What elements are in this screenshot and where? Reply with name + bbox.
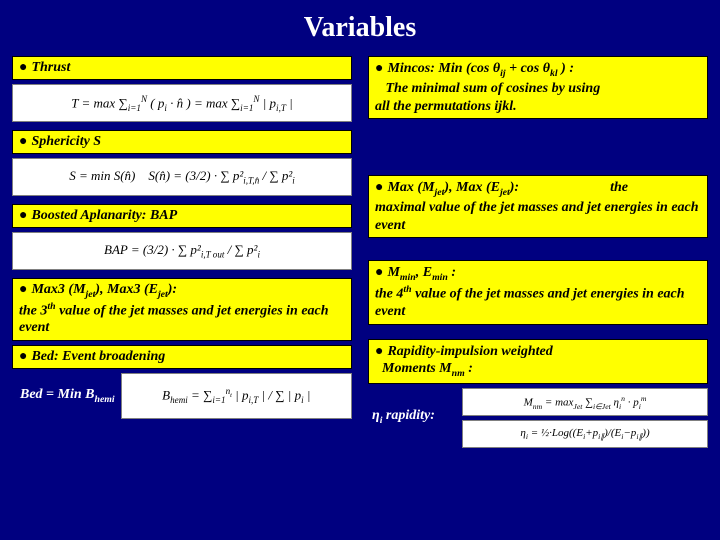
bedmin-label: Bed = Min B bbox=[20, 387, 95, 402]
bap-label: Boosted Aplanarity: BAP bbox=[31, 208, 177, 223]
max3-desc2: value of the jet masses and jet energies… bbox=[19, 303, 329, 335]
rapidity-eta-text: ηi rapidity: bbox=[368, 388, 458, 426]
eta-symbol: η bbox=[372, 408, 380, 423]
max3-jet1: jet bbox=[86, 289, 96, 300]
rapidity-l1: Rapidity-impulsion weighted bbox=[387, 344, 552, 359]
bed-hemi: hemi bbox=[95, 394, 115, 405]
theta2: θ bbox=[543, 61, 550, 76]
rapidity-l3: : bbox=[465, 361, 473, 376]
rapidity-formulas: Mnm = maxJet ∑i∈Jet ηin · pim ηi = ½·Log… bbox=[462, 388, 708, 448]
rapidity-nm: nm bbox=[452, 368, 465, 379]
bap-formula: BAP = (3/2) · ∑ p²i,T out / ∑ p²i bbox=[12, 232, 352, 270]
mmin-desc1: the 4 bbox=[375, 287, 403, 302]
max3-block: Max3 (Mjet), Max3 (Ejet): the 3th value … bbox=[12, 278, 352, 341]
max3-l1: Max3 (M bbox=[31, 282, 85, 297]
bed-row: Bed = Min Bhemi Bhemi = ∑i=1nt | pi,T | … bbox=[12, 373, 352, 419]
maxjet-jet2: jet bbox=[500, 187, 510, 198]
mincos-kl: kl bbox=[550, 68, 558, 79]
max3-l2: ), Max3 (E bbox=[95, 282, 158, 297]
thrust-block: Thrust bbox=[12, 56, 352, 80]
right-column: Mincos: Min (cos θij + cos θkl ) : The m… bbox=[368, 56, 708, 448]
mmin-desc2: value of the jet masses and jet energies… bbox=[375, 287, 685, 320]
mmin-pre: M bbox=[387, 265, 399, 280]
maxjet-mid: ), Max (E bbox=[444, 180, 500, 195]
sphericity-label: Sphericity S bbox=[31, 134, 101, 149]
left-column: Thrust T = max ∑i=1N ( pi · n̂ ) = max ∑… bbox=[12, 56, 352, 419]
maxjet-jet1: jet bbox=[435, 187, 445, 198]
maxjet-sp bbox=[523, 180, 611, 195]
max3-desc1: the 3 bbox=[19, 303, 47, 318]
bed-block: Bed: Event broadening bbox=[12, 345, 352, 369]
mmin-colon: : bbox=[448, 265, 456, 280]
sphericity-formula: S = min S(n̂) S(n̂) = (3/2) · ∑ p²i,T,n̂… bbox=[12, 158, 352, 196]
rapidity-block: Rapidity-impulsion weighted Moments Mnm … bbox=[368, 339, 708, 385]
maxjet-desc: maximal value of the jet masses and jet … bbox=[375, 200, 699, 233]
bap-block: Boosted Aplanarity: BAP bbox=[12, 204, 352, 228]
mincos-post: ) : bbox=[558, 61, 574, 76]
bed-label: Bed: Event broadening bbox=[31, 349, 165, 364]
max3-th: th bbox=[47, 301, 55, 312]
maxjet-post: ): bbox=[510, 180, 519, 195]
rapidity-l2: Moments M bbox=[382, 361, 452, 376]
maxjet-the: the bbox=[610, 180, 628, 195]
mincos-pre: Mincos: Min (cos bbox=[387, 61, 492, 76]
mmin-min2: min bbox=[432, 272, 448, 283]
mmin-min1: min bbox=[400, 272, 416, 283]
mincos-block: Mincos: Min (cos θij + cos θkl ) : The m… bbox=[368, 56, 708, 119]
page-title: Variables bbox=[0, 0, 720, 44]
mincos-desc2: all the permutations ijkl. bbox=[375, 99, 517, 114]
mincos-mid: + cos bbox=[506, 61, 543, 76]
max3-l3: ): bbox=[168, 282, 177, 297]
mmin-comma: , E bbox=[416, 265, 432, 280]
rapidity-rap: rapidity: bbox=[382, 408, 435, 423]
maxjet-pre: Max (M bbox=[387, 180, 434, 195]
rapidity-row: ηi rapidity: Mnm = maxJet ∑i∈Jet ηin · p… bbox=[368, 388, 708, 448]
max3-jet2: jet bbox=[158, 289, 168, 300]
mmin-block: Mmin, Emin : the 4th value of the jet ma… bbox=[368, 260, 708, 325]
rapidity-formula2: ηi = ½·Log((Ei+pi∥)/(Ei−pi∥)) bbox=[462, 420, 708, 448]
mmin-th: th bbox=[403, 284, 411, 295]
rapidity-formula1: Mnm = maxJet ∑i∈Jet ηin · pim bbox=[462, 388, 708, 416]
bed-min-text: Bed = Min Bhemi bbox=[12, 387, 115, 405]
mincos-desc1: The minimal sum of cosines by using bbox=[386, 81, 601, 96]
maxjet-block: Max (Mjet), Max (Ejet): the maximal valu… bbox=[368, 175, 708, 238]
thrust-formula: T = max ∑i=1N ( pi · n̂ ) = max ∑i=1N | … bbox=[12, 84, 352, 122]
bed-formula: Bhemi = ∑i=1nt | pi,T | / ∑ | pi | bbox=[121, 373, 352, 419]
thrust-label: Thrust bbox=[31, 60, 70, 75]
sphericity-block: Sphericity S bbox=[12, 130, 352, 154]
